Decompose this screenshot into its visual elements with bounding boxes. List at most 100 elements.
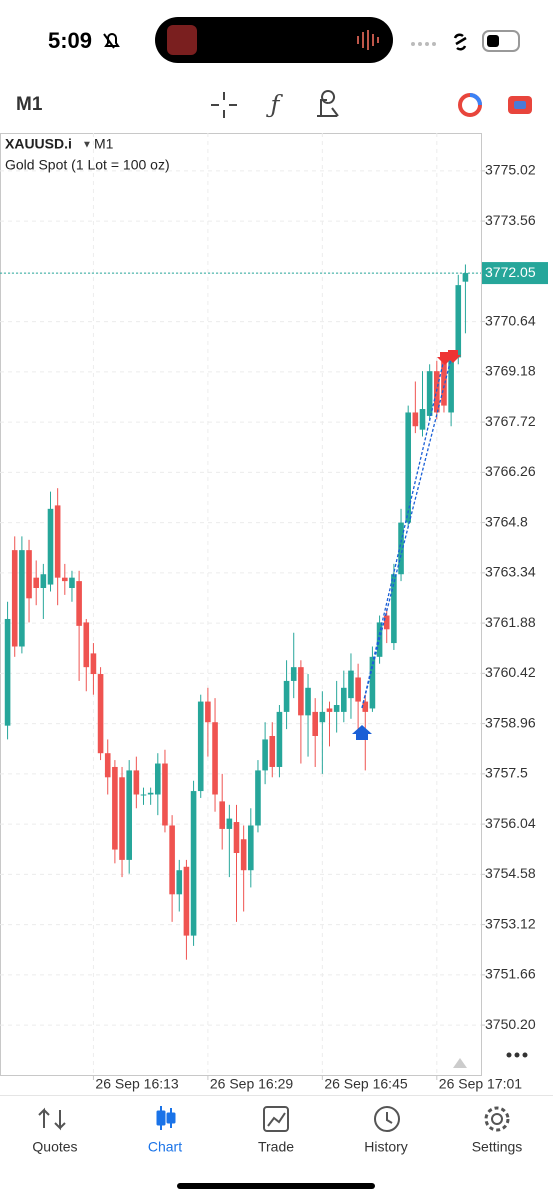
- candle-body: [255, 770, 261, 826]
- trade-icon-part: [514, 101, 526, 109]
- candle-body: [26, 550, 32, 599]
- tab-label[interactable]: Trade: [258, 1139, 294, 1155]
- sell-arrow: [445, 350, 461, 363]
- candle-body: [426, 371, 433, 416]
- history-icon-hands: [386, 1112, 393, 1124]
- candle-body: [40, 574, 47, 588]
- candle-body: [54, 505, 61, 578]
- signal-dots: [411, 42, 436, 46]
- candle-body: [326, 708, 333, 712]
- current-price-box: [482, 262, 548, 285]
- status-time: 5:09: [48, 28, 92, 53]
- history-icon: [374, 1106, 400, 1132]
- symbol-description: Gold Spot (1 Lot = 100 oz): [5, 157, 170, 173]
- y-tick-label: 3756.04: [485, 815, 536, 831]
- y-tick-label: 3761.88: [485, 614, 536, 630]
- battery: [482, 30, 520, 52]
- candle-body: [226, 818, 233, 829]
- y-tick-label: 3764.8: [485, 513, 528, 529]
- crosshair-icon[interactable]: [211, 92, 237, 118]
- candle-body: [62, 577, 68, 582]
- candle-body: [248, 825, 254, 871]
- candle-body: [147, 792, 154, 795]
- settings-icon: [491, 1113, 503, 1125]
- audio-wave: [357, 30, 379, 50]
- quotes-icon: [38, 1107, 66, 1131]
- candle-body: [369, 656, 376, 709]
- y-tick-label: 3773.56: [485, 212, 536, 228]
- candle-body: [383, 615, 390, 630]
- candle-body: [283, 680, 290, 712]
- more-icon[interactable]: [506, 1052, 528, 1058]
- candle-body: [205, 701, 211, 723]
- candle-body: [19, 550, 25, 647]
- y-tick-label: 3767.72: [485, 413, 536, 429]
- link-icon: [453, 33, 467, 51]
- candle-body: [69, 577, 75, 588]
- candle-body: [298, 667, 304, 716]
- dynamic-island: [155, 17, 393, 63]
- candle-body: [398, 522, 404, 575]
- mute-icon: [103, 33, 120, 49]
- y-tick-label: 3753.12: [485, 915, 536, 931]
- candle-body: [126, 770, 132, 860]
- candle-body: [112, 766, 118, 850]
- candle-body: [176, 870, 183, 895]
- candle-body: [155, 763, 161, 795]
- candle-body: [119, 777, 125, 860]
- candle-body: [169, 825, 175, 895]
- candle-body: [233, 822, 240, 854]
- chart-icon: [156, 1106, 176, 1130]
- tab-label[interactable]: Quotes: [32, 1139, 77, 1155]
- candle-body: [290, 667, 297, 681]
- tab-label[interactable]: History: [364, 1139, 408, 1155]
- x-tick-label: 26 Sep 16:13: [95, 1076, 179, 1092]
- trade-tab-icon-line: [267, 1112, 286, 1127]
- battery-level: [487, 35, 499, 47]
- candle-body: [355, 677, 361, 702]
- y-tick-label: 3758.96: [485, 714, 536, 730]
- candle-body: [140, 794, 147, 796]
- timeframe-button[interactable]: M1: [16, 94, 43, 115]
- y-tick-label: 3770.64: [485, 312, 536, 328]
- candle-body: [11, 550, 18, 647]
- symbol: XAUUSD.i: [5, 136, 72, 152]
- y-tick-label: 3757.5: [485, 765, 528, 781]
- candle-body: [312, 711, 318, 736]
- candle-body: [419, 409, 426, 430]
- buy-arrow: [352, 725, 372, 740]
- candle-body: [97, 674, 104, 754]
- candle-body: [240, 839, 247, 871]
- x-tick-label: 26 Sep 17:01: [439, 1076, 523, 1092]
- y-tick-label: 3751.66: [485, 966, 536, 982]
- tab-label[interactable]: Chart: [148, 1139, 182, 1155]
- candle-body: [305, 687, 311, 716]
- dropdown[interactable]: ▼: [82, 140, 92, 151]
- y-tick-label: 3766.26: [485, 463, 536, 479]
- objects-icon[interactable]: [317, 90, 339, 117]
- candle-body: [405, 412, 411, 523]
- trade-lines: [361, 354, 453, 709]
- candle-body: [183, 866, 190, 936]
- candle-body: [434, 371, 440, 413]
- candle-body: [348, 670, 354, 699]
- scroll-marker: [453, 1058, 467, 1068]
- candle-body: [219, 801, 225, 829]
- candle-body: [212, 722, 218, 795]
- tab-label[interactable]: Settings: [472, 1139, 523, 1155]
- candle-body: [162, 763, 168, 826]
- account-icon-part: [469, 93, 482, 106]
- candle-body: [33, 577, 39, 588]
- x-tick-label: 26 Sep 16:45: [324, 1076, 408, 1092]
- candle-body: [333, 705, 340, 712]
- candle-body: [47, 508, 54, 585]
- candle-body: [412, 412, 419, 427]
- indicators-icon[interactable]: ƒ: [266, 91, 284, 119]
- candle-body: [319, 711, 326, 723]
- chart-timeframe: M1: [94, 136, 114, 152]
- y-tick-label: 3769.18: [485, 363, 536, 379]
- x-tick-label: 26 Sep 16:29: [210, 1076, 294, 1092]
- candle-body: [455, 285, 462, 358]
- candle-body: [269, 735, 276, 767]
